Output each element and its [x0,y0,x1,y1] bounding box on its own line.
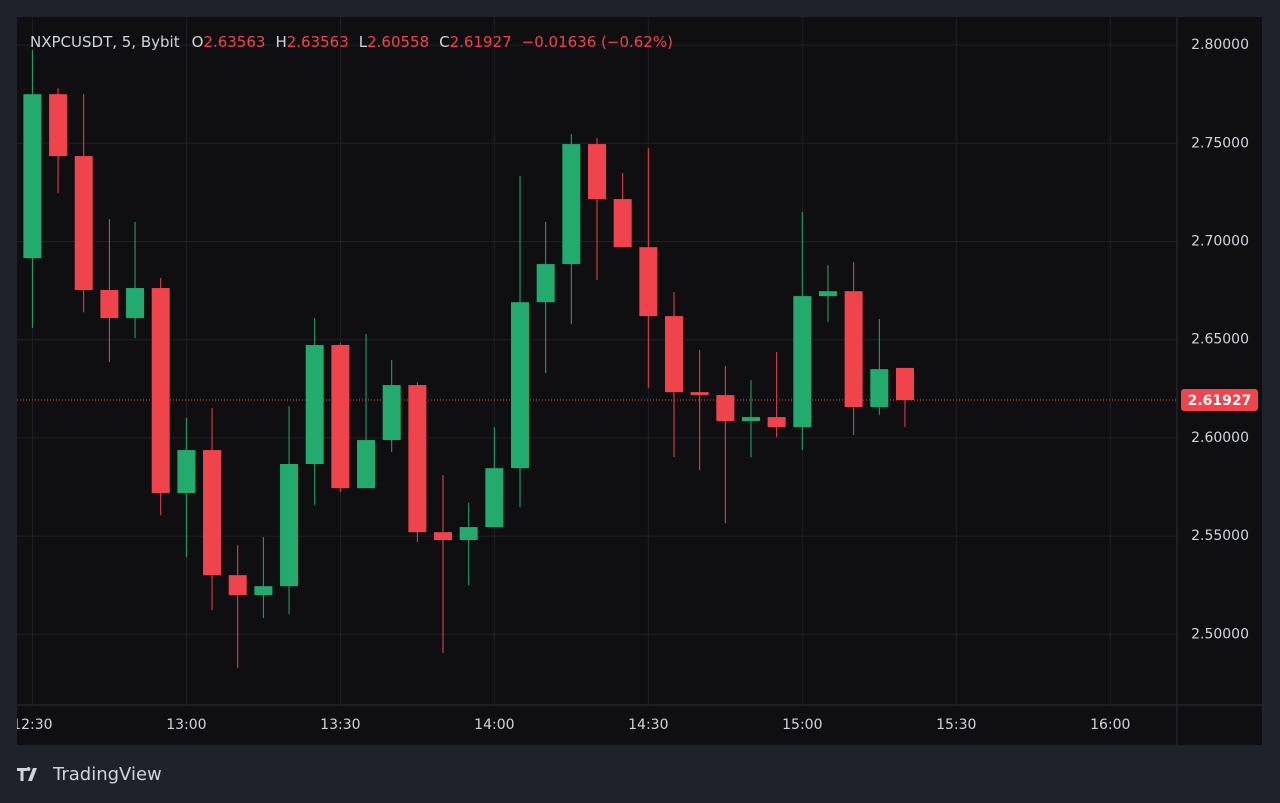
logo: TradingView [17,764,162,785]
candle-body [305,344,324,465]
last-price-label: 2.61927 [1188,393,1252,409]
candle-body [793,296,812,428]
candle-body [408,385,427,533]
candle-body [151,288,170,494]
candle-body [434,532,453,541]
candle-body [331,344,350,489]
candle-body [716,395,735,422]
panel [17,17,1262,745]
x-tick-label: 15:30 [936,717,976,733]
candle-body [357,440,376,489]
candle-body [536,264,555,303]
ohlc-value: 2.61927 [450,33,512,51]
candle-body [228,575,247,596]
candle-body [203,450,222,576]
symbol: NXPCUSDT, 5, Bybit [30,33,180,51]
x-tick-label: 13:30 [320,717,360,733]
candle-body [177,450,196,494]
brand: TradingView [52,764,162,785]
candle-body [459,527,478,541]
x-tick-label: 16:00 [1090,717,1130,733]
x-tick-label: 15:00 [782,717,822,733]
y-axis: 2.50000 2.55000 2.60000 2.65000 2.70000 2.750… [1181,37,1258,642]
candle-body [100,290,119,319]
change: −0.01636 (−0.62%) [522,33,673,51]
x-tick-label: 13:00 [166,717,206,733]
candle-body [639,247,658,317]
candle-body [818,291,837,297]
candle-body [485,468,504,528]
y-tick-label: 2.80000 [1191,37,1249,53]
y-tick-label: 2.50000 [1191,626,1249,642]
y-tick-label: 2.65000 [1191,332,1249,348]
x-tick-label: 12:30 [12,717,52,733]
legend: NXPCUSDT, 5, Bybit O2.63563 H2.63563 L2.605… [30,33,673,51]
candle-body [895,367,914,401]
ohlc-key: C [439,33,449,51]
candles [17,49,1177,669]
candle-body [126,288,145,319]
ohlc-key: L [359,33,368,51]
ohlc-key: H [275,33,286,51]
candle-body [74,156,93,291]
candle-body [690,392,709,396]
x-axis: 12:30 13:00 13:30 14:00 14:30 15:00 15:30 16:00 [12,717,1130,733]
y-tick-label: 2.60000 [1191,430,1249,446]
candle-body [280,464,299,587]
candle-body [588,144,606,200]
candle-body [562,144,581,265]
y-tick-label: 2.75000 [1191,135,1249,151]
y-tick-label: 2.70000 [1191,233,1249,249]
candle-body [741,417,760,422]
candle-body [870,369,889,408]
last-price-box [1181,389,1258,412]
candle-body [511,302,530,469]
candle-body [49,94,68,157]
ohlc-value: 2.63563 [287,33,349,51]
candle-body [613,199,632,248]
candle-body [664,316,683,393]
candle-body [254,586,273,596]
y-tick-label: 2.55000 [1191,528,1249,544]
x-tick-label: 14:30 [628,717,668,733]
candle-body [23,94,42,259]
ohlc-key: O [192,33,204,51]
candle-body [844,291,863,408]
ohlc-value: 2.60558 [367,33,429,51]
ohlc-value: 2.63563 [203,33,265,51]
x-tick-label: 14:00 [474,717,514,733]
candle-body [382,385,401,441]
candle-body [767,417,786,428]
